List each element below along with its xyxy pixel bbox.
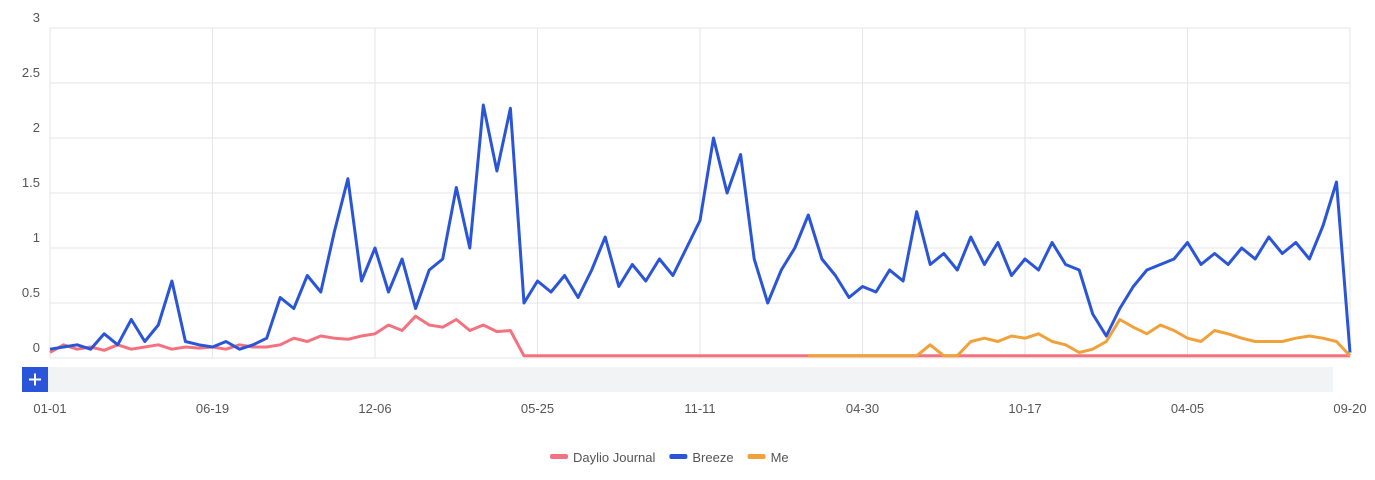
y-tick-label: 0.5: [22, 285, 40, 300]
legend-swatch: [669, 454, 688, 459]
x-tick-label: 06-19: [196, 401, 229, 416]
x-tick-label: 10-17: [1008, 401, 1041, 416]
series-line: [49, 314, 1350, 358]
y-tick-label: 1: [33, 230, 40, 245]
zoom-slider[interactable]: [22, 367, 1333, 392]
x-tick-label: 11-11: [684, 401, 715, 416]
legend-swatch: [550, 454, 568, 459]
legend-swatch: [747, 454, 766, 459]
x-tick-label: 01-01: [33, 401, 66, 416]
legend-label[interactable]: Breeze: [692, 450, 733, 465]
plus-icon: [29, 373, 41, 386]
y-tick-label: 1.5: [22, 175, 40, 190]
x-tick-label: 12-06: [358, 401, 391, 416]
legend-label[interactable]: Me: [771, 450, 789, 465]
x-tick-label: 05-25: [521, 401, 554, 416]
series-line: [808, 318, 1352, 358]
y-tick-label: 2.5: [22, 65, 40, 80]
series-line: [49, 103, 1352, 353]
x-tick-label: 09-20: [1333, 401, 1366, 416]
y-tick-label: 2: [33, 120, 40, 135]
y-tick-label: 3: [33, 10, 40, 25]
legend-label[interactable]: Daylio Journal: [573, 450, 655, 465]
x-tick-label: 04-05: [1171, 401, 1204, 416]
x-tick-label: 04-30: [846, 401, 879, 416]
y-tick-label: 0: [33, 340, 40, 355]
